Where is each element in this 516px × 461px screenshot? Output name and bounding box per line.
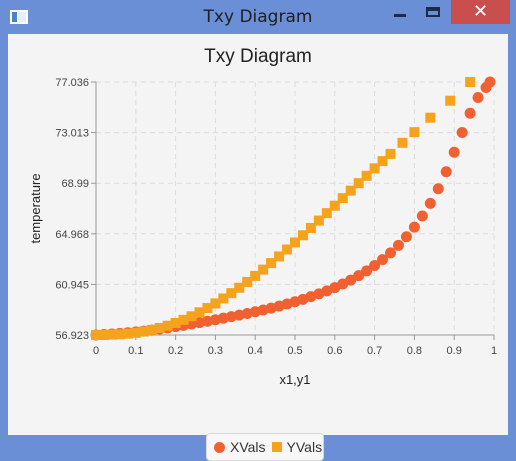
yvals-point: [321, 208, 332, 219]
yvals-point: [194, 307, 205, 318]
legend-xvals-label: XVals: [230, 439, 266, 455]
x-tick-label: 0.2: [168, 345, 183, 357]
yvals-point: [242, 276, 253, 287]
yvals-point: [218, 293, 229, 304]
title-bar[interactable]: Txy Diagram ✕: [0, 0, 516, 34]
close-button[interactable]: ✕: [451, 0, 510, 24]
xvals-point: [385, 247, 397, 259]
window-title: Txy Diagram: [203, 7, 313, 27]
xvals-point: [464, 107, 476, 119]
yvals-point: [290, 237, 300, 248]
yvals-point: [377, 156, 388, 167]
yvals-point: [178, 314, 189, 325]
yvals-point: [226, 288, 237, 299]
yvals-point: [130, 327, 141, 338]
yvals-point: [210, 298, 221, 309]
xvals-point: [416, 210, 428, 222]
yvals-point: [385, 148, 396, 159]
yvals-point: [138, 326, 149, 337]
minimize-button[interactable]: [385, 0, 415, 24]
xvals-point: [400, 231, 412, 243]
legend-yvals-label: YVals: [286, 439, 323, 455]
yvals-point: [154, 322, 165, 333]
xvals-point: [440, 166, 452, 178]
xvals-point: [448, 146, 460, 158]
yvals-point: [170, 317, 181, 328]
x-tick-label: 0: [93, 345, 99, 357]
x-tick-label: 0.9: [447, 345, 462, 357]
minimize-icon: [394, 14, 406, 17]
yvals-point: [98, 329, 109, 340]
x-tick-label: 0.7: [367, 345, 382, 357]
yvals-point: [114, 329, 125, 340]
y-tick-label: 77.036: [55, 77, 89, 89]
x-tick-label: 0.8: [407, 345, 422, 357]
yvals-point: [305, 222, 316, 233]
xvals-point: [361, 265, 373, 277]
txy-chart: Txy Diagram 0 0.1 0.2 0.3 0.4 0.5 0.6 0.7 0.8 0.9 1…: [28, 46, 497, 387]
yvals-point: [313, 215, 324, 226]
close-icon: ✕: [472, 1, 489, 22]
yvals-point: [258, 264, 269, 275]
yvals-point: [297, 230, 308, 241]
xvals-point: [456, 127, 468, 139]
yvals-point: [186, 311, 197, 322]
yvals-point: [329, 200, 340, 211]
xvals-point: [353, 270, 365, 282]
chart-title: Txy Diagram: [204, 46, 312, 67]
legend-xvals-marker: [214, 441, 225, 453]
y-tick-label: 64.968: [55, 229, 89, 241]
x-tick-label: 0.4: [248, 345, 263, 357]
x-tick-label: 0.5: [287, 345, 302, 357]
yvals-point: [122, 328, 133, 339]
xvals-point: [432, 183, 444, 195]
xvals-point: [472, 92, 484, 104]
yvals-point: [106, 329, 117, 340]
yvals-point: [234, 282, 245, 293]
yvals-point: [353, 178, 364, 189]
x-tick-label: 1: [491, 345, 497, 357]
maximize-button[interactable]: [418, 0, 448, 24]
yvals-point: [465, 77, 476, 87]
yvals-point: [274, 251, 285, 262]
yvals-point: [445, 95, 456, 106]
y-tick-label: 68.99: [61, 178, 89, 190]
yvals-point: [369, 163, 380, 174]
xvals-point: [377, 254, 389, 266]
x-tick-label: 0.1: [128, 345, 143, 357]
xvals-point: [408, 221, 420, 233]
maximize-icon: [426, 7, 440, 17]
yvals-point: [425, 112, 436, 123]
y-tick-label: 56.923: [55, 330, 89, 342]
xvals-point: [424, 197, 436, 209]
yvals-point: [282, 244, 293, 255]
y-tick-label: 73.013: [55, 128, 89, 140]
yvals-point: [409, 127, 420, 138]
yvals-point: [361, 170, 372, 181]
yvals-point: [345, 185, 356, 196]
xvals-point: [484, 76, 496, 88]
y-tick-label: 60.945: [55, 279, 89, 291]
yvals-point: [146, 324, 157, 335]
yvals-point: [337, 193, 348, 204]
x-axis-label: x1,y1: [279, 372, 310, 387]
yvals-point: [162, 320, 173, 331]
x-tick-label: 0.3: [208, 345, 223, 357]
yvals-point: [202, 302, 213, 313]
app-window-icon[interactable]: [10, 10, 28, 24]
yvals-point: [266, 258, 277, 269]
yvals-point: [397, 137, 408, 148]
yvals-point: [91, 330, 101, 340]
chart-legend: XVals YVals: [206, 433, 324, 461]
y-axis-label: temperature: [28, 173, 43, 243]
x-tick-label: 0.6: [327, 345, 342, 357]
yvals-point: [250, 270, 261, 281]
xvals-point: [392, 239, 404, 251]
legend-yvals-marker: [271, 442, 282, 452]
chart-panel: Txy Diagram 0 0.1 0.2 0.3 0.4 0.5 0.6 0.7 0.8 0.9 1…: [8, 34, 508, 461]
xvals-point: [369, 259, 381, 271]
